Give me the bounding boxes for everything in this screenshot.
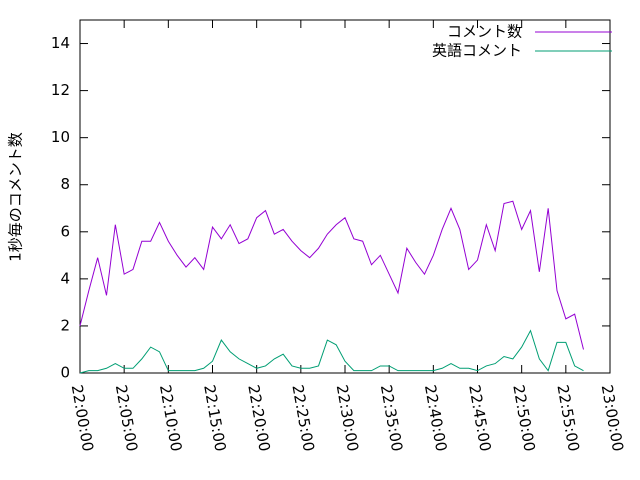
x-tick-label: 22:40:00	[421, 383, 450, 452]
x-tick-label: 22:45:00	[465, 383, 494, 452]
y-tick-label: 10	[51, 128, 70, 146]
y-tick-label: 12	[51, 81, 70, 99]
x-tick-label: 22:10:00	[156, 383, 185, 452]
x-tick-label: 22:35:00	[377, 383, 406, 452]
x-tick-label: 23:00:00	[598, 383, 627, 452]
y-tick-label: 2	[60, 316, 70, 334]
y-tick-label: 6	[60, 222, 70, 240]
series-line	[79, 329, 584, 374]
x-tick-label: 22:50:00	[509, 383, 538, 452]
y-axis-label: 1秒毎のコメント数	[7, 132, 25, 262]
y-tick-label: 8	[60, 175, 70, 193]
x-tick-label: 22:25:00	[288, 383, 317, 452]
x-tick-label: 22:20:00	[244, 383, 273, 452]
x-tick-label: 22:55:00	[553, 383, 582, 452]
series-line	[79, 200, 584, 350]
x-tick-label: 22:00:00	[68, 383, 97, 452]
y-tick-label: 4	[60, 269, 70, 287]
legend-label: 英語コメント	[432, 42, 522, 60]
y-tick-label: 14	[51, 34, 70, 52]
plot-frame	[79, 19, 611, 374]
legend-label: コメント数	[447, 23, 522, 41]
x-tick-label: 22:05:00	[112, 383, 141, 452]
x-tick-label: 22:30:00	[333, 383, 362, 452]
x-tick-label: 22:15:00	[200, 383, 229, 452]
y-tick-label: 0	[60, 364, 70, 382]
